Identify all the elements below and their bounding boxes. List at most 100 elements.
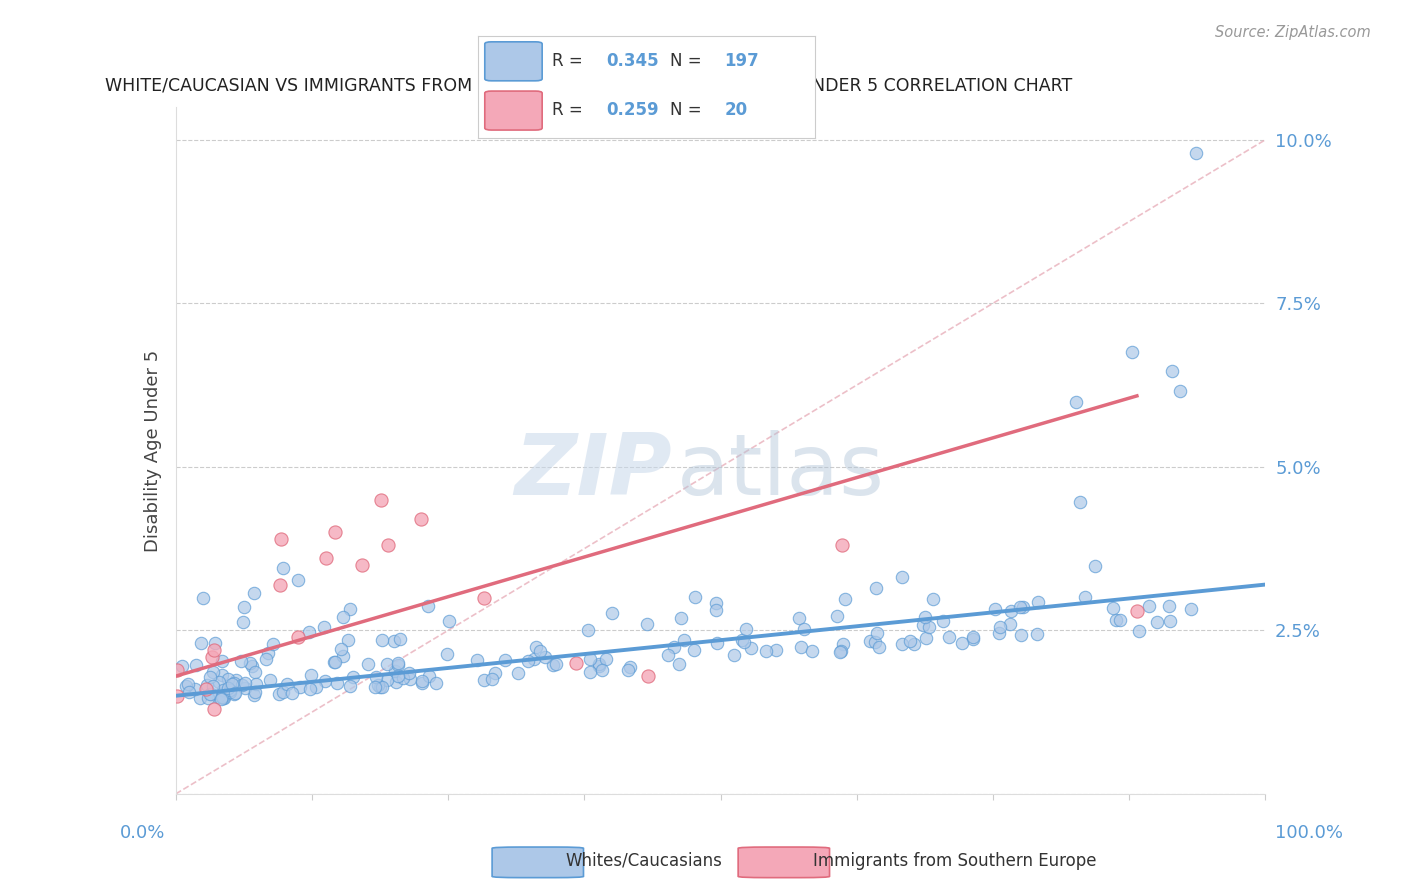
Point <box>174 679 197 693</box>
Point <box>217 672 239 686</box>
Point <box>315 551 337 566</box>
Point <box>865 582 887 596</box>
Point <box>339 679 361 693</box>
Point <box>914 610 936 624</box>
Point <box>384 664 406 678</box>
Point <box>911 618 934 632</box>
Point <box>1025 627 1047 641</box>
Point <box>437 614 460 628</box>
Point <box>1102 601 1125 615</box>
Point <box>828 645 851 659</box>
Point <box>588 659 610 673</box>
Point <box>1185 145 1208 160</box>
Point <box>1012 599 1035 614</box>
Point <box>1161 364 1184 378</box>
Point <box>172 658 194 673</box>
Point <box>184 681 207 696</box>
Point <box>565 656 588 670</box>
Point <box>392 672 415 686</box>
Point <box>332 610 354 624</box>
Point <box>357 657 380 672</box>
Point <box>270 532 292 546</box>
Point <box>595 652 617 666</box>
Point <box>1026 595 1049 609</box>
Point <box>494 653 516 667</box>
Point <box>544 657 567 672</box>
Point <box>903 637 925 651</box>
Point <box>243 688 266 702</box>
Point <box>202 702 225 716</box>
Text: WHITE/CAUCASIAN VS IMMIGRANTS FROM SOUTHERN EUROPE DISABILITY AGE UNDER 5 CORREL: WHITE/CAUCASIAN VS IMMIGRANTS FROM SOUTH… <box>105 77 1073 95</box>
Point <box>375 673 398 687</box>
Point <box>890 636 912 650</box>
Point <box>257 646 280 660</box>
Point <box>398 665 420 680</box>
Point <box>1084 558 1107 573</box>
Point <box>704 596 727 610</box>
Point <box>1121 345 1143 359</box>
Text: 0.0%: 0.0% <box>120 824 165 842</box>
Point <box>326 675 349 690</box>
Text: 20: 20 <box>724 101 748 119</box>
Point <box>314 673 336 688</box>
Point <box>740 641 762 656</box>
Point <box>472 673 495 687</box>
Point <box>830 644 852 658</box>
Point <box>619 659 641 673</box>
Point <box>211 690 233 705</box>
Point <box>825 609 848 624</box>
Point <box>240 658 263 673</box>
Point <box>524 640 547 654</box>
Point <box>387 669 409 683</box>
Point <box>225 673 247 687</box>
Text: 0.345: 0.345 <box>606 53 659 70</box>
Point <box>669 611 692 625</box>
Point <box>281 686 304 700</box>
Point <box>312 620 335 634</box>
Point <box>683 590 706 604</box>
Point <box>387 657 409 671</box>
Text: Source: ZipAtlas.com: Source: ZipAtlas.com <box>1215 25 1371 40</box>
Point <box>371 681 394 695</box>
Point <box>382 633 405 648</box>
Point <box>364 670 387 684</box>
Text: 0.259: 0.259 <box>606 101 659 119</box>
Point <box>198 687 221 701</box>
Point <box>508 665 530 680</box>
Point <box>962 631 984 645</box>
FancyBboxPatch shape <box>485 91 543 130</box>
Point <box>195 678 218 692</box>
Point <box>832 637 855 651</box>
Point <box>339 601 361 615</box>
Point <box>1069 495 1091 509</box>
Point <box>1108 613 1130 627</box>
Point <box>938 630 960 644</box>
Point <box>254 652 277 666</box>
Point <box>484 666 506 681</box>
Point <box>637 669 659 683</box>
Point <box>222 676 245 690</box>
Point <box>682 643 704 657</box>
Point <box>202 665 225 679</box>
Point <box>222 687 245 701</box>
Point <box>636 616 658 631</box>
Point <box>166 689 188 703</box>
Point <box>1159 615 1181 629</box>
Point <box>1126 604 1149 618</box>
Point <box>262 637 284 651</box>
Point <box>267 687 290 701</box>
Point <box>523 651 546 665</box>
Text: atlas: atlas <box>678 430 884 513</box>
Point <box>834 592 856 607</box>
Point <box>231 615 253 629</box>
Point <box>1008 599 1031 614</box>
Point <box>922 591 945 606</box>
Point <box>914 632 936 646</box>
Point <box>863 634 886 648</box>
Point <box>342 670 364 684</box>
Point <box>200 670 222 684</box>
Point <box>1000 604 1022 618</box>
Point <box>931 614 953 628</box>
Text: Whites/Caucasians: Whites/Caucasians <box>565 852 723 870</box>
Point <box>673 632 696 647</box>
